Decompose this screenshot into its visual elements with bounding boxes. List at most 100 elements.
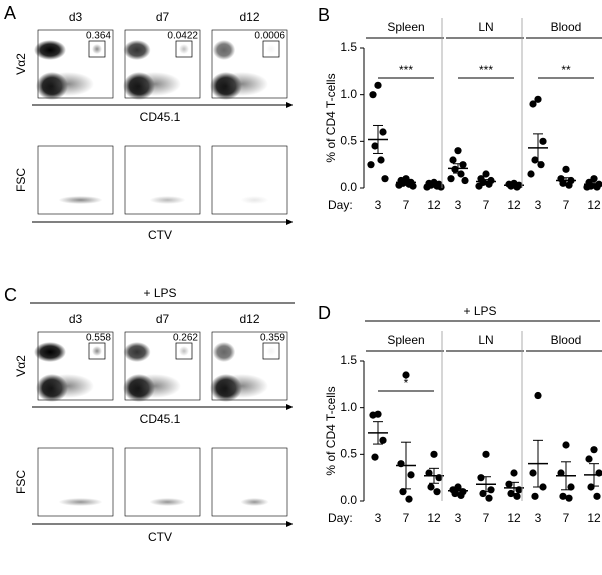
x-tick-label: 12: [427, 511, 441, 525]
gate: [262, 40, 280, 58]
data-point: [510, 469, 518, 477]
gate-value: 0.359: [260, 333, 285, 344]
data-point: [381, 175, 389, 183]
y-tick-label: 0.5: [340, 447, 357, 461]
x-tick-label: 7: [563, 198, 570, 212]
cell-band: [149, 196, 186, 204]
y-axis-label: FSC: [14, 470, 28, 494]
data-point: [590, 175, 598, 183]
significance-label: *: [404, 376, 409, 390]
x-tick-label: 12: [587, 198, 601, 212]
x-tick-label: 3: [535, 198, 542, 212]
data-point: [475, 182, 483, 190]
data-point: [457, 491, 465, 499]
data-point: [425, 469, 433, 477]
cell-cloud: [34, 342, 66, 362]
data-point: [369, 411, 377, 419]
gate: [88, 342, 106, 360]
x-tick-label: 3: [455, 511, 462, 525]
x-tick-label: 12: [427, 198, 441, 212]
gated-cells: [266, 44, 276, 54]
data-point: [534, 391, 542, 400]
day-label: d7: [156, 10, 170, 24]
x-tick-label: 7: [403, 511, 410, 525]
x-tick-label: 7: [483, 511, 490, 525]
x-tick-label: 3: [375, 511, 382, 525]
gated-cells: [266, 346, 276, 356]
gated-cells: [92, 44, 102, 54]
data-point: [379, 128, 387, 136]
x-axis-label: CTV: [148, 228, 172, 242]
y-tick-label: 1.5: [340, 353, 357, 367]
group-label: LN: [478, 333, 493, 347]
data-point: [457, 170, 465, 178]
cell-band: [240, 196, 269, 204]
data-point: [557, 469, 565, 477]
data-point: [534, 95, 542, 103]
group-label: Blood: [551, 20, 582, 34]
y-axis-label: Vα2: [14, 53, 28, 75]
data-point: [405, 495, 413, 503]
panel-letter: B: [318, 5, 330, 25]
day-label: d3: [69, 312, 83, 326]
gate-value: 0.0422: [167, 31, 198, 42]
y-axis-label: % of CD4 T-cells: [324, 386, 338, 475]
panel-letter: A: [4, 3, 16, 23]
data-point: [583, 183, 591, 191]
data-point: [482, 170, 490, 178]
data-point: [427, 483, 435, 491]
cell-scatter: [42, 374, 94, 398]
data-point: [451, 489, 459, 498]
data-point: [459, 161, 467, 169]
gate: [175, 40, 193, 58]
group-label: Spleen: [387, 333, 424, 347]
cell-cloud: [123, 40, 151, 60]
data-point: [402, 371, 410, 379]
y-tick-label: 1.0: [340, 87, 357, 101]
gated-cells: [92, 346, 102, 356]
data-point: [593, 492, 601, 500]
data-point: [451, 165, 459, 173]
data-point: [433, 488, 441, 496]
data-point: [395, 181, 403, 189]
cell-cloud: [212, 342, 236, 362]
group-label: Blood: [551, 333, 582, 347]
data-point: [367, 161, 375, 169]
fsc-plot: [124, 447, 201, 517]
cell-cloud: [34, 40, 66, 60]
data-point: [539, 137, 547, 145]
fsc-plot: [211, 145, 288, 215]
data-point: [449, 156, 457, 164]
fsc-plot: [211, 447, 288, 517]
x-tick-label: 7: [403, 198, 410, 212]
y-tick-label: 0.5: [340, 134, 357, 148]
data-point: [371, 453, 379, 461]
day-label: d12: [239, 10, 259, 24]
cell-band: [58, 498, 103, 506]
gate: [262, 342, 280, 360]
group-label: Spleen: [387, 20, 424, 34]
flow-plot: [211, 29, 288, 99]
panel-letter: C: [4, 285, 17, 305]
data-point: [371, 142, 379, 150]
data-point: [482, 450, 490, 458]
data-point: [454, 147, 462, 155]
data-point: [537, 161, 545, 169]
significance-label: ***: [399, 63, 413, 77]
data-point: [477, 474, 485, 482]
x-axis-label: CD45.1: [140, 110, 181, 124]
gated-cells: [179, 44, 189, 54]
data-point: [559, 492, 567, 500]
gated-cells: [179, 346, 189, 356]
gate-value: 0.364: [86, 31, 111, 42]
treatment-label: + LPS: [463, 304, 496, 318]
flow-plot: [124, 331, 201, 401]
cell-cloud: [123, 342, 151, 362]
x-tick-label: 7: [483, 198, 490, 212]
fsc-plot: [37, 447, 114, 517]
flow-plot: [124, 29, 201, 99]
data-point: [529, 100, 537, 108]
data-point: [513, 492, 521, 500]
data-point: [374, 81, 382, 89]
